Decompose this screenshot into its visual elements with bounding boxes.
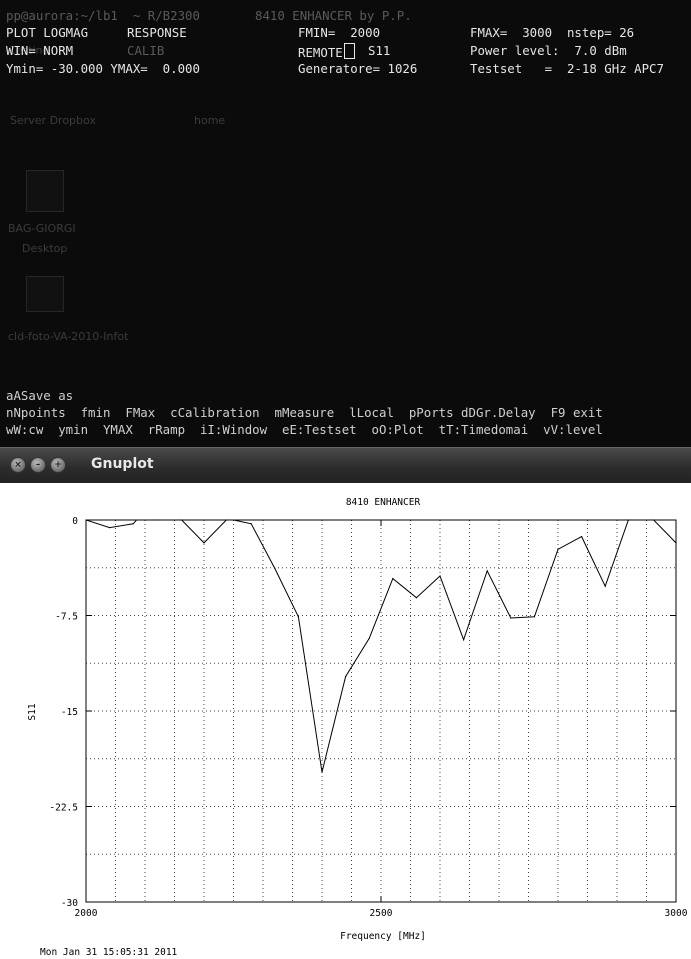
x-axis-label: Frequency [MHz] (340, 931, 426, 942)
s11-data-point (85, 519, 87, 521)
s11-data-point (227, 519, 229, 521)
y-range: Ymin= -30.000 YMAX= 0.000 (6, 61, 200, 76)
gnuplot-titlebar[interactable]: × – + Gnuplot (0, 447, 691, 484)
y-tick-label: -7.5 (55, 612, 78, 623)
s11-data-point (321, 771, 323, 773)
text-cursor (343, 43, 355, 59)
s11-data-point (156, 519, 158, 521)
y-tick-label: -15 (61, 707, 78, 718)
remote-label: REMOTE (298, 45, 343, 60)
s11-data-point (132, 523, 134, 525)
window-mode: WIN= NORM (6, 43, 74, 58)
testset-value: Testset = 2-18 GHz APC7 (470, 61, 664, 76)
y-tick-label: -22.5 (49, 803, 78, 814)
s11-data-point (203, 542, 205, 544)
y-axis-label: S11 (27, 703, 38, 720)
fmin-value: FMIN= 2000 (298, 25, 381, 40)
x-tick-label: 2500 (370, 908, 393, 919)
y-tick-label: -30 (61, 898, 78, 909)
command-menu-row2[interactable]: wW:cw ymin YMAX rRamp iI:Window eE:Tests… (6, 422, 603, 437)
s11-data-point (463, 639, 465, 641)
s11-data-point (510, 617, 512, 619)
port-label: S11 (368, 43, 391, 58)
s11-data-point (486, 570, 488, 572)
fmax-value: FMAX= 3000 nstep= 26 (470, 25, 635, 40)
s11-data-point (368, 637, 370, 640)
s11-data-point (250, 523, 252, 525)
generator-id: Generatore= 1026 (298, 61, 418, 76)
s11-data-point (109, 527, 111, 529)
s11-data-point (651, 519, 654, 521)
save-as-option[interactable]: aASave as (6, 388, 74, 403)
s11-data-point (675, 542, 677, 544)
desktop-icon (26, 276, 64, 312)
command-menu-row1[interactable]: nNpoints fmin FMax cCalibration mMeasure… (6, 405, 603, 420)
calib-status: CALIB (127, 43, 165, 58)
x-tick-label: 2000 (75, 908, 98, 919)
s11-data-point (297, 616, 299, 618)
window-title: Gnuplot (91, 456, 154, 472)
desktop-icon-label: cld-foto-VA-2010-Infot (8, 330, 129, 343)
s11-data-point (345, 676, 347, 678)
desktop-icon-label: home (194, 114, 226, 127)
s11-data-point (581, 535, 583, 538)
close-icon[interactable]: × (10, 457, 26, 473)
terminal-title: 8410 ENHANCER by P.P. (255, 8, 412, 23)
y-tick-label: 0 (72, 516, 78, 527)
plot-timestamp: Mon Jan 31 15:05:31 2011 (40, 947, 178, 958)
x-tick-label: 3000 (665, 908, 688, 919)
maximize-icon[interactable]: + (50, 457, 66, 473)
desktop-icon-label: Cestino (8, 44, 50, 57)
minimize-icon[interactable]: – (30, 457, 46, 473)
desktop-icon-label: Desktop (22, 242, 68, 255)
desktop-icon-label: BAG-GIORGI (8, 222, 76, 235)
plot-mode-label: PLOT LOGMAG (6, 25, 89, 40)
s11-chart: 8410 ENHANCER Frequency [MHz] S11 Mon Ja… (27, 497, 688, 958)
chart-title: 8410 ENHANCER (346, 497, 421, 508)
s11-data-point (274, 567, 276, 569)
terminal-title-ghost: pp@aurora:~/lb1 ~ R/B2300 (6, 8, 200, 23)
desktop-icon (26, 170, 64, 212)
s11-series-line (86, 520, 676, 773)
s11-data-point (557, 548, 559, 550)
s11-data-point (604, 585, 606, 587)
s11-data-point (439, 575, 441, 577)
response-label: RESPONSE (127, 25, 187, 40)
s11-data-point (628, 519, 630, 521)
gnuplot-canvas: 8410 ENHANCER Frequency [MHz] S11 Mon Ja… (0, 483, 691, 959)
s11-data-point (533, 616, 536, 618)
s11-data-point (179, 519, 181, 521)
remote-status: REMOTE (298, 43, 355, 61)
s11-data-point (392, 577, 394, 580)
s11-data-point (415, 597, 417, 599)
power-level: Power level: 7.0 dBm (470, 43, 627, 58)
desktop-icon-label: Server Dropbox (10, 114, 96, 127)
terminal-window[interactable]: Cestino Server Dropbox home BAG-GIORGI D… (0, 0, 691, 447)
